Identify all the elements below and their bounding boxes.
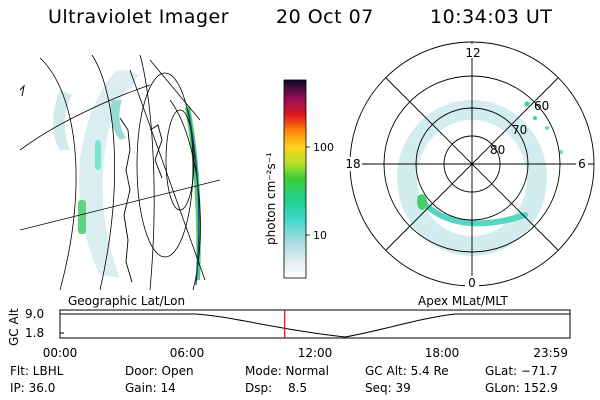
lat-lon-grid [20, 54, 220, 290]
date-readout: 20 Oct 07 [276, 6, 374, 28]
mode-readout: Mode: Normal [245, 364, 329, 378]
mlt-label-18: 18 [345, 157, 360, 171]
lat-label-80: 80 [490, 143, 505, 157]
geographic-map [20, 54, 220, 290]
mlt-label-12: 12 [465, 46, 480, 60]
altitude-curve [60, 313, 570, 338]
right-panel-label: Apex MLat/MLT [418, 294, 508, 308]
colorbar-tick-100: 100 [313, 141, 334, 154]
coastline [119, 117, 133, 283]
time-readout: 10:34:03 UT [430, 6, 553, 28]
color-scale-bar [283, 79, 307, 279]
alt-tick-1.8: 1.8 [25, 326, 44, 340]
flt-readout: Flt: LBHL [10, 364, 64, 378]
lat-label-60: 60 [534, 99, 549, 113]
info-panel: Flt: LBHL IP: 36.0 Door: Open Gain: 14 M… [10, 364, 558, 395]
mlt-label-6: 6 [578, 157, 586, 171]
colorbar-tick-10: 10 [313, 229, 327, 242]
colorbar-label: photon cm⁻²s⁻¹ [264, 152, 278, 245]
gain-readout: Gain: 14 [125, 381, 176, 395]
page-title: Ultraviolet Imager [48, 6, 230, 28]
gcalt-readout: GC Alt: 5.4 Re [365, 364, 449, 378]
altitude-plot: 9.0 1.8 GC Alt 00:00 06:00 12:00 18:00 2… [7, 307, 571, 360]
polar-plot: 12 18 6 0 60 70 80 [344, 41, 595, 290]
alt-tick-9: 9.0 [25, 307, 44, 321]
left-panel-label: Geographic Lat/Lon [68, 294, 185, 308]
glon-readout: GLon: 152.9 [485, 381, 558, 395]
seq-readout: Seq: 39 [365, 381, 411, 395]
lat-label-70: 70 [512, 123, 527, 137]
time-tick-2359: 23:59 [533, 346, 568, 360]
alt-ylabel: GC Alt [7, 308, 21, 346]
time-tick-0000: 00:00 [43, 346, 78, 360]
time-tick-0600: 06:00 [170, 346, 205, 360]
dsp-label: Dsp: [245, 381, 272, 395]
door-readout: Door: Open [125, 364, 194, 378]
time-tick-1800: 18:00 [425, 346, 460, 360]
time-tick-1200: 12:00 [298, 346, 333, 360]
dsp-value: 8.5 [288, 381, 307, 395]
ip-readout: IP: 36.0 [10, 381, 55, 395]
mlt-label-0: 0 [468, 276, 476, 290]
glat-readout: GLat: −71.7 [485, 364, 558, 378]
